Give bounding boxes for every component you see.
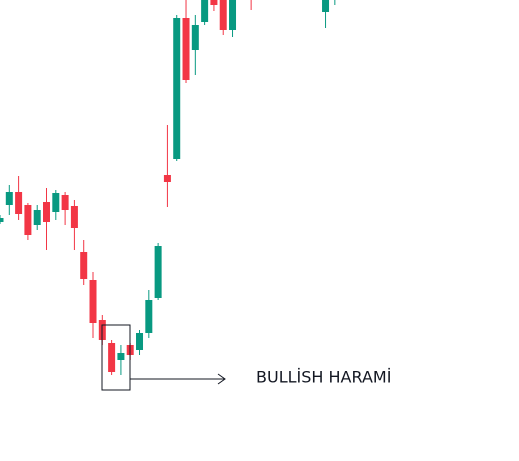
candle-body [201,0,209,22]
candle-body [61,195,69,210]
candle-body [33,210,41,225]
candle-body [0,218,4,222]
candle-body [70,206,78,228]
candle-body [136,333,144,350]
candle-body [163,175,171,182]
candle-body [117,353,125,360]
annotation: BULLİSH HARAMİ [256,368,391,387]
candle-body [52,193,60,212]
candle-body [5,192,13,205]
candle-body [89,280,97,323]
candle-body [210,0,218,5]
candle-body [43,202,51,222]
candle-body [145,300,153,333]
candle-body [24,205,32,235]
candle-body [108,343,116,372]
candle-body [80,252,88,279]
pattern-box [101,324,131,391]
arrow-head [217,373,226,385]
candle-body [322,0,330,12]
candle-body [229,0,237,30]
candle-body [182,18,190,80]
candle-body [191,25,199,50]
candle-body [15,192,23,214]
candle-body [154,246,162,298]
candle-body [173,18,181,159]
candle-body [219,0,227,30]
plot-area [0,0,336,375]
